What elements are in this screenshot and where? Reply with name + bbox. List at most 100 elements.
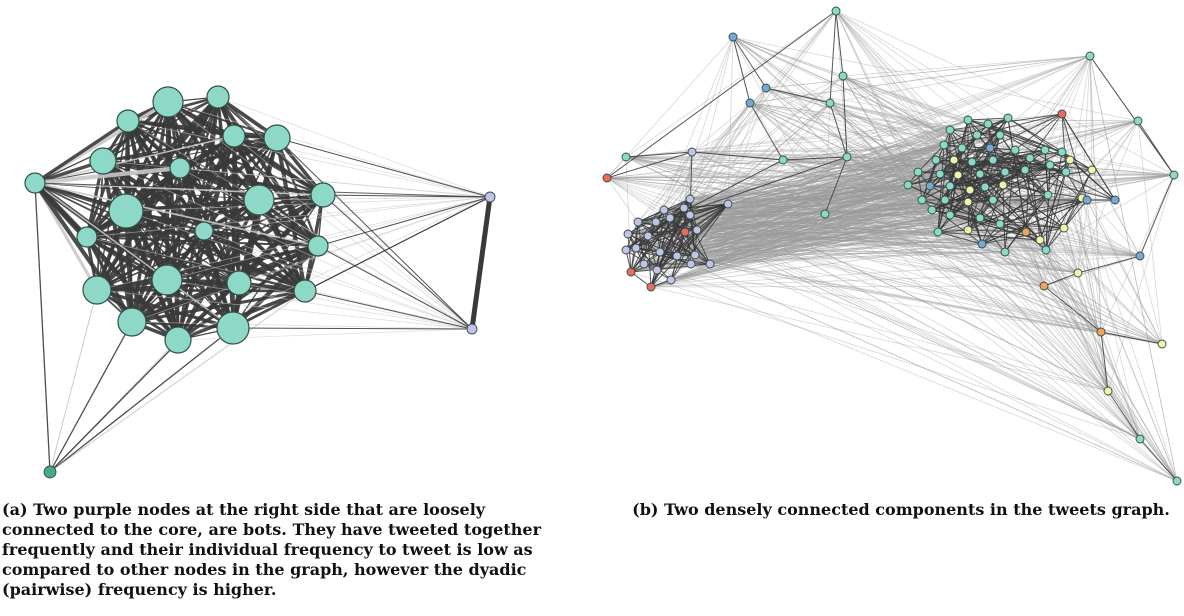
bot-edge-dark: [322, 194, 473, 330]
graph-b-node: [988, 155, 998, 165]
bundle-edge: [669, 185, 931, 219]
bot-edge: [96, 289, 473, 330]
right-cluster-edge: [1029, 157, 1116, 201]
bridge-edge: [606, 151, 693, 179]
bot-edge: [86, 236, 473, 330]
left-cluster-edge: [650, 203, 729, 288]
hub-edge: [34, 182, 234, 329]
graph-b-node: [975, 169, 985, 179]
scatter-edge: [727, 203, 1141, 440]
bundle-edge: [727, 159, 937, 205]
bundle-edge: [663, 134, 978, 211]
scatter-edge: [732, 36, 1079, 274]
scatter-edge: [765, 87, 969, 121]
scatter-edge: [669, 217, 1141, 440]
scatter-edge: [921, 199, 1109, 392]
bundle-edge: [690, 217, 981, 265]
bridge-edge: [691, 151, 784, 161]
scatter-edge: [765, 10, 837, 89]
bundle-edge: [630, 194, 1049, 273]
scatter-edge: [749, 102, 951, 131]
graph-b-node: [1061, 167, 1071, 177]
scatter-edge: [1089, 55, 1178, 482]
scatter-edge: [992, 159, 1109, 392]
left-cluster-edge: [627, 198, 691, 235]
right-cluster-edge: [917, 144, 945, 173]
bundle-edge: [647, 144, 945, 237]
graph-b-node: [1040, 145, 1050, 155]
scatter-edge: [669, 217, 1079, 274]
graph-b-node: [945, 210, 955, 220]
bundle-edge: [643, 123, 989, 265]
scatter-edge: [782, 159, 1026, 171]
scatter-edge: [829, 102, 931, 187]
scatter-edge: [999, 223, 1102, 333]
scatter-edge: [1043, 255, 1141, 287]
bundle-edge: [663, 147, 963, 211]
scatter-edge: [625, 87, 767, 251]
scatter-edge: [684, 231, 1141, 257]
caption-a-text: Two purple nodes at the right side that …: [2, 500, 541, 599]
scatter-edge: [829, 102, 939, 233]
bundle-edge: [694, 144, 945, 256]
scatter-edge: [835, 10, 923, 201]
scatter-edge: [625, 156, 1109, 392]
scatter-edge: [1089, 55, 1102, 333]
graph-b-node: [939, 140, 949, 150]
graph-b-node: [1085, 51, 1095, 61]
bundle-edge: [689, 119, 969, 216]
bundle-edge: [709, 119, 969, 265]
scatter-edge: [1004, 251, 1141, 440]
bot-edge-dark: [304, 290, 473, 330]
scatter-edge: [846, 156, 1079, 274]
scatter-edge: [690, 263, 1178, 482]
scatter-edge: [969, 55, 1091, 191]
bot-edge: [131, 321, 473, 330]
graph-b-node: [965, 185, 975, 195]
bundle-edge: [683, 161, 973, 209]
core-node: [151, 264, 183, 296]
scatter-edge: [606, 177, 1079, 274]
scatter-edge: [627, 233, 1163, 345]
bundle-edge: [690, 214, 951, 265]
bundle-edge: [676, 186, 986, 257]
bundle-edge: [709, 144, 945, 265]
scatter-edge: [663, 120, 1139, 211]
graph-b-node: [963, 197, 973, 207]
scatter-edge: [1091, 120, 1139, 171]
scatter-edge: [1086, 120, 1139, 201]
scatter-edge: [656, 269, 1102, 333]
scatter-edge: [689, 36, 734, 216]
core-edge: [127, 120, 324, 196]
bundle-edge: [655, 197, 1083, 223]
scatter-edge: [732, 36, 981, 219]
hub-edge: [33, 181, 134, 324]
bundle-edge: [659, 113, 1063, 253]
bundle-edge: [690, 231, 1027, 265]
bundle-edge: [650, 223, 1001, 288]
bundle-edge: [670, 209, 933, 281]
bundle-edge: [694, 214, 951, 256]
core-edge: [203, 228, 319, 249]
graph-b-node: [957, 143, 967, 153]
graph-b-node: [949, 155, 959, 165]
scatter-edge: [606, 177, 685, 209]
hub-edge: [34, 182, 324, 196]
graph-b-node: [1043, 190, 1053, 200]
bundle-edge: [655, 199, 1088, 223]
graph-b-node: [621, 152, 631, 162]
scatter-edge: [765, 87, 1141, 440]
bundle-edge: [709, 184, 909, 265]
graph-b-node: [925, 181, 935, 191]
scatter-edge: [1039, 239, 1102, 333]
bridge-edge: [732, 36, 751, 104]
scatter-edge: [625, 156, 1163, 345]
scatter-edge: [676, 255, 1163, 345]
scatter-edge: [1047, 194, 1141, 440]
right-cluster-edge: [1044, 149, 1049, 196]
scatter-edge: [835, 10, 945, 146]
bot-edge: [258, 196, 491, 201]
bridge-edge: [765, 87, 831, 104]
bundle-edge: [655, 221, 969, 231]
scatter-edge: [637, 151, 693, 223]
